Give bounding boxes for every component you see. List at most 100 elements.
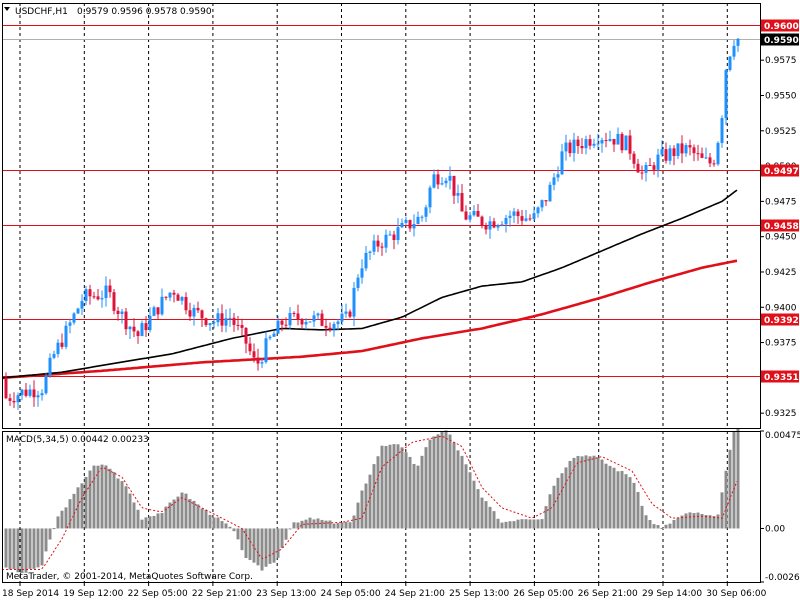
candle-body <box>140 323 144 337</box>
macd-bar <box>736 428 740 529</box>
macd-tick-label: 0.00 <box>765 524 785 534</box>
macd-bar <box>436 434 440 529</box>
macd-tick-label: 0.00475 <box>765 431 800 441</box>
candle-body <box>268 336 272 339</box>
macd-bar <box>684 513 688 529</box>
macd-bar <box>664 524 668 529</box>
candle-body <box>536 207 540 214</box>
candle-body <box>448 175 452 181</box>
macd-bar <box>668 523 672 529</box>
candle-body <box>284 324 288 326</box>
candle-body <box>336 321 340 325</box>
candle-body <box>660 149 664 155</box>
macd-bar <box>376 456 380 529</box>
macd-bar <box>216 517 220 529</box>
price-tick-label: 0.9525 <box>765 127 797 137</box>
candle-body <box>44 375 48 394</box>
candle-body <box>164 296 168 298</box>
candle-body <box>332 324 336 330</box>
candle-body <box>92 296 96 298</box>
candle-body <box>156 307 160 315</box>
candle-body <box>224 318 228 326</box>
candle-body <box>640 172 644 174</box>
level-tag: 0.9458 <box>761 219 799 232</box>
macd-bar <box>640 505 644 529</box>
macd-bar <box>4 528 8 568</box>
macd-bar <box>608 465 612 529</box>
price-tick-label: 0.9575 <box>765 56 797 66</box>
candle-body <box>568 142 572 154</box>
time-tick-label: 18 Sep 2014 <box>2 589 59 599</box>
candle-body <box>500 224 504 226</box>
current-price-tag: 0.9590 <box>761 33 799 46</box>
time-tick-label: 24 Sep 21:00 <box>385 589 445 599</box>
macd-bar <box>264 528 268 567</box>
level-tag-box <box>761 19 799 32</box>
symbol-menu[interactable] <box>4 7 10 11</box>
candle-body <box>4 377 8 399</box>
macd-bar <box>252 528 256 563</box>
macd-bar <box>208 514 212 529</box>
macd-bar <box>388 444 392 529</box>
candle-body <box>396 227 400 241</box>
candle-body <box>612 139 616 145</box>
candle-body <box>392 234 396 241</box>
candle-body <box>132 326 136 332</box>
macd-bar <box>80 483 84 529</box>
candle-body <box>656 154 660 170</box>
candle-body <box>380 246 384 248</box>
macd-bar <box>364 483 368 529</box>
macd-bar <box>464 464 468 529</box>
macd-bar <box>628 477 632 529</box>
candle-body <box>172 292 176 295</box>
macd-bar <box>592 455 596 529</box>
macd-bar <box>152 515 156 529</box>
macd-bar <box>244 528 248 559</box>
macd-bar <box>204 509 208 529</box>
price-tick-label: 0.9475 <box>765 197 797 207</box>
macd-bar <box>164 506 168 529</box>
ma-slow-line <box>1 259 738 380</box>
macd-bar <box>688 512 692 529</box>
macd-bar <box>116 478 120 529</box>
macd-bar <box>620 470 624 529</box>
macd-bar <box>248 528 252 560</box>
current-price-label: 0.9590 <box>764 36 799 46</box>
candle-body <box>404 220 408 223</box>
macd-bar <box>544 506 548 529</box>
candles <box>4 38 740 411</box>
candle-body <box>180 296 184 301</box>
macd-bar <box>44 528 48 552</box>
candle-body <box>304 322 308 325</box>
candle-body <box>300 319 304 325</box>
price-pane-title: USDCHF,H1 <box>15 7 68 17</box>
macd-bar <box>468 472 472 529</box>
candle-body <box>324 325 328 328</box>
triangle-down-icon[interactable] <box>4 7 10 11</box>
macd-bar <box>104 465 108 529</box>
price-tick-label: 0.9375 <box>765 339 797 349</box>
candle-body <box>716 142 720 165</box>
macd-bar <box>524 519 528 529</box>
macd-bar <box>484 501 488 529</box>
candle-body <box>620 133 624 151</box>
macd-bar <box>712 516 716 529</box>
macd-bar <box>392 444 396 529</box>
macd-pane-title: MACD(5,34,5) 0.00442 0.00233 <box>6 435 149 445</box>
candle-body <box>680 143 684 154</box>
candle-body <box>100 298 104 300</box>
candle-body <box>504 217 508 225</box>
macd-pane-frame <box>2 431 761 583</box>
macd-bar <box>108 468 112 529</box>
macd-bar <box>564 467 568 529</box>
level-tag: 0.9351 <box>761 370 799 383</box>
macd-bar <box>336 523 340 529</box>
macd-bar <box>720 492 724 529</box>
macd-bar <box>508 521 512 529</box>
macd-bar <box>348 522 352 529</box>
pane-frames <box>2 3 761 583</box>
macd-signal-line <box>2 435 738 570</box>
price-axis: 0.95750.95500.95250.95000.94750.94500.94… <box>760 56 797 419</box>
candle-body <box>436 174 440 185</box>
